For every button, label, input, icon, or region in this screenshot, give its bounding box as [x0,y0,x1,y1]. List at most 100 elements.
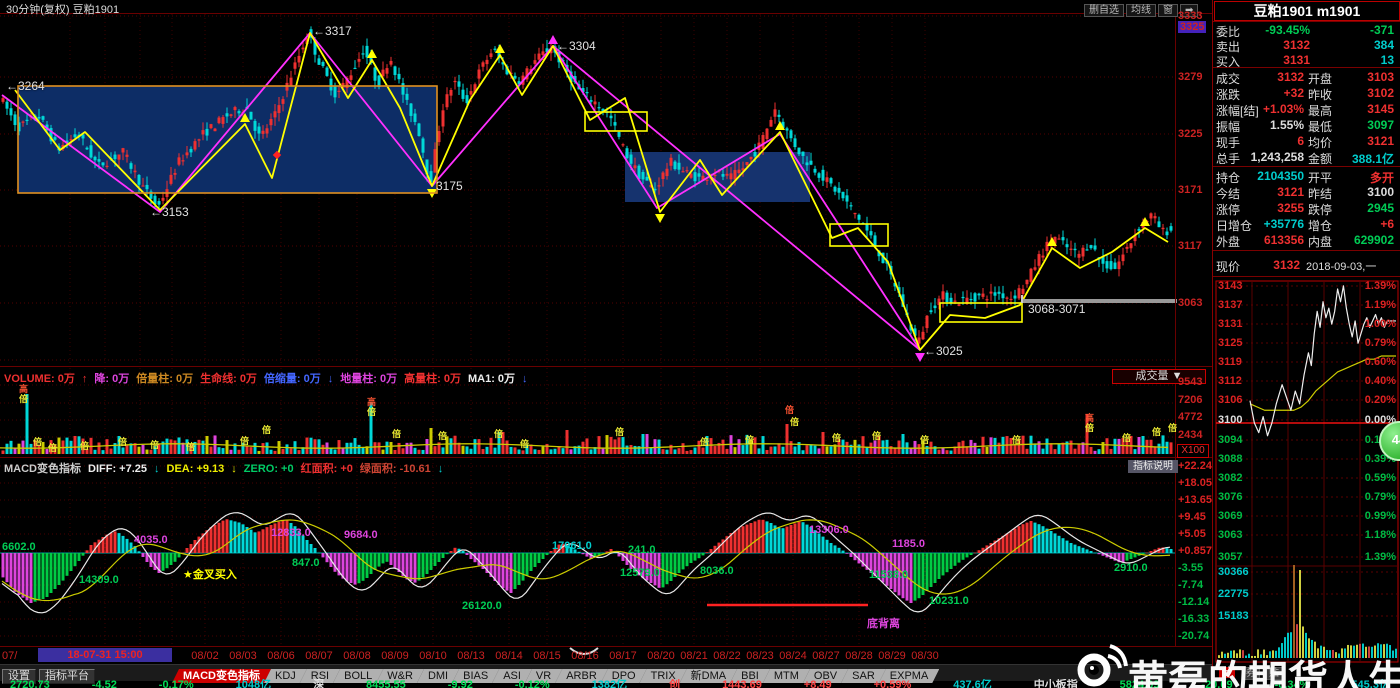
quote-value: 2104350 [1257,169,1304,183]
indicator-info-button[interactable]: 指标说明 [1128,460,1178,473]
quote-label: 买入 [1216,55,1241,69]
quote-value: 388.1亿 [1351,152,1394,166]
indicator-tab[interactable]: MTM [763,669,810,683]
price-annotation: ←3317 [313,24,352,38]
mini-price-label: 3112 [1218,375,1242,387]
volume-header-item: 倍缩量: 0万 [263,373,321,385]
date-label: 08/28 [845,650,873,662]
macd-value-label: 17061.0 [552,540,592,552]
mini-pct-label: 0.59% [1364,472,1396,484]
volume-header: VOLUME: 0万 ↑ 降: 0万 倍量柱: 0万 生命线: 0万 倍缩量: 0万 ↓ 地量… [4,369,535,387]
indicator-tab[interactable]: DPO [601,669,647,683]
chart-title: 30分钟(复权) 豆粕1901 [6,4,120,16]
mini-price-label: 3082 [1218,472,1243,484]
volume-header-item: 降: 0万 [94,373,130,385]
status-segment: -20.09 [1201,679,1233,688]
quote-label: 金额 [1308,152,1333,166]
mini-chart-tab[interactable]: 分 [1219,667,1235,678]
mini-pct-label: 1.00% [1364,318,1396,330]
date-label: 08/08 [343,650,371,662]
indicator-tab[interactable]: W&R [376,669,424,683]
date-label: 08/16 [571,650,599,662]
price-annotation: ←3153 [150,205,189,219]
indicator-tab[interactable]: DMI [417,669,459,683]
indicator-tab[interactable]: TRIX [640,669,687,683]
indicator-tab[interactable]: RSI [300,669,340,683]
macd-axis-label: +13.65 [1178,494,1212,506]
watermark: 黄磊的期货人生 [1128,659,1400,688]
toolbar-button[interactable]: 删自选 [1084,4,1124,17]
macd-header-item: DIFF: +7.25 [88,463,147,475]
volume-header-item: ↓ [522,373,528,385]
quote-value: 1.55% [1269,118,1304,132]
volume-header-item: VOLUME: 0万 [4,373,75,385]
macd-axis-label: +9.45 [1178,511,1206,523]
indicator-tab[interactable]: ARBR [555,669,608,683]
quote-value: +6 [1380,217,1394,231]
settings-button[interactable]: 指标平台 [39,669,95,684]
indicator-tab[interactable]: ASI [492,669,532,683]
price-annotation: 3068-3071 [1028,302,1086,316]
indicator-tab[interactable]: BIAS [452,669,499,683]
mini-pct-label: 0.20% [1364,394,1396,406]
date-label: 08/21 [680,650,708,662]
toolbar-button[interactable]: 窗 [1158,4,1178,17]
price-axis-label: 3117 [1178,240,1202,252]
volume-mark: 倍 [1012,435,1022,445]
status-segment: 2720.73 [10,679,50,688]
macd-header-item: MACD变色指标 [4,463,81,475]
macd-value-label: 10231.0 [929,595,969,607]
quote-value: 3132 [1283,38,1310,52]
quote-value: +1.03% [1262,102,1304,116]
volume-mark: 倍 [615,427,625,437]
toolbar-button[interactable]: 均线 [1126,4,1156,17]
macd-value-label: 12833.0 [271,527,311,539]
quote-label: 昨收 [1308,88,1333,102]
macd-value-label: 12579.0 [620,567,660,579]
toolbar-button[interactable]: ➡ [1180,4,1199,17]
volume-mark: 倍 [262,425,272,435]
status-segment: 1048亿 [235,679,272,688]
date-label-first: 07/ [2,650,18,662]
volume-type-dropdown[interactable]: 成交量 ▼ [1112,369,1206,384]
indicator-tab[interactable]: BOLL [333,669,383,683]
volume-mark: 倍 [19,394,29,404]
mini-chart-tab[interactable]: 券 [1242,667,1260,680]
indicator-tab[interactable]: KDJ [264,669,307,683]
volume-mark: 倍 [1152,427,1162,437]
quote-value: -93.45% [1265,23,1310,37]
date-label: 08/17 [609,650,637,662]
indicator-tab[interactable]: OBV [803,669,848,683]
status-segment: 545.3亿 [1351,679,1390,688]
divider [0,457,1212,458]
quote-label: 内盘 [1308,235,1333,249]
quote-label: 成交 [1216,72,1241,86]
quote-label: 总手 [1216,152,1241,166]
status-segment: 5824.09 [1119,679,1160,688]
mini-price-label: 3137 [1218,299,1243,311]
mini-chart-tab[interactable]: 贴 [1265,667,1283,680]
date-label: 08/10 [419,650,447,662]
indicator-tab[interactable]: EXPMA [879,669,940,683]
indicator-tab[interactable]: SAR [841,669,886,683]
indicator-tab[interactable]: 新DMA [680,669,737,683]
macd-axis-label: +22.24 [1178,460,1212,472]
date-label: 08/29 [878,650,906,662]
indicator-tab[interactable]: VR [525,669,562,683]
macd-header-item: 绿面积: -10.61 [359,463,431,475]
volume-mark: 倍 [186,442,196,452]
date-label: 08/15 [533,650,561,662]
divider [0,646,1212,647]
quote-label: 现手 [1216,136,1241,150]
mini-pct-label: 1.39% [1364,280,1396,292]
mini-volume-label: 15183 [1218,610,1249,622]
indicator-tab[interactable]: MACD变色指标 [172,669,271,683]
indicator-tab[interactable]: BBI [730,669,770,683]
settings-button[interactable]: 设置 [2,669,36,684]
mini-volume-label: 30366 [1218,566,1249,578]
price-annotation: ←3304 [557,39,596,53]
volume-mark: 倍 [790,417,800,427]
volume-header-item: ↑ [81,373,88,385]
date-label: 08/30 [911,650,939,662]
